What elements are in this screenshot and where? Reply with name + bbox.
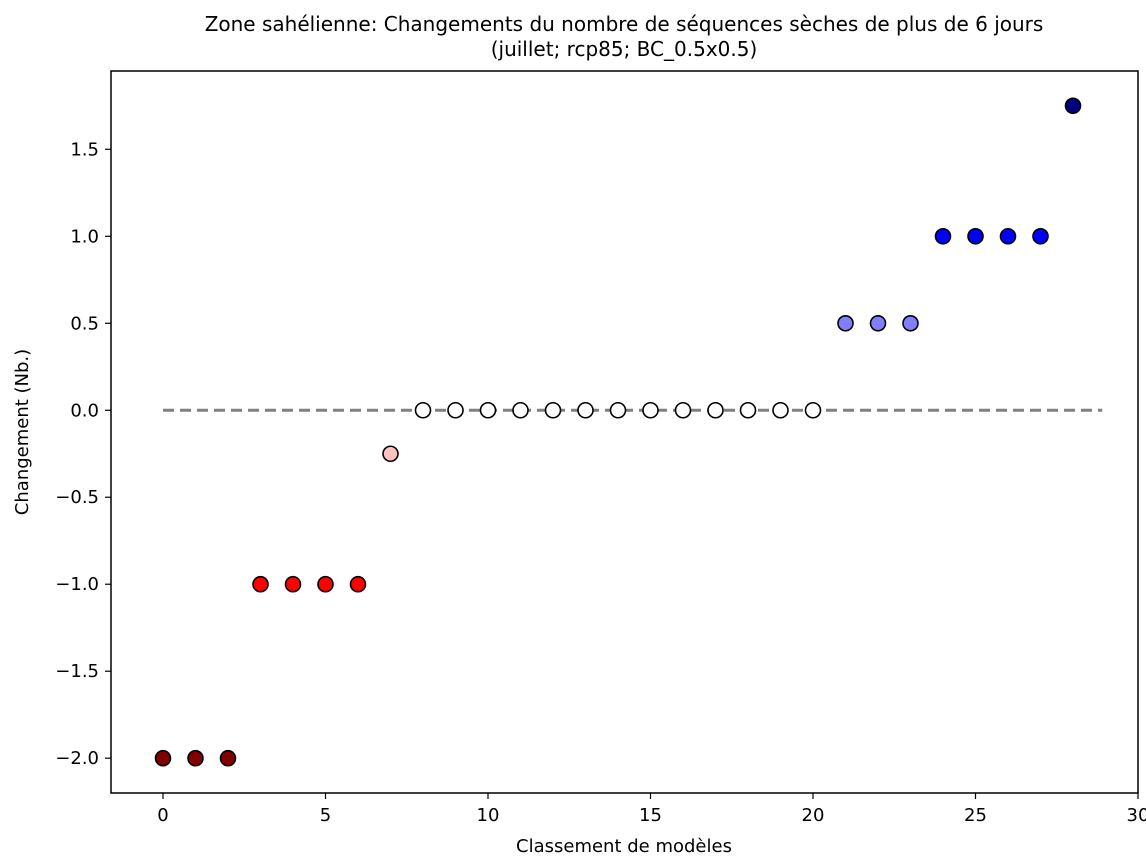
- data-point-18: [739, 401, 757, 419]
- data-point-26: [999, 227, 1017, 245]
- data-point-22: [869, 314, 887, 332]
- y-tick-label: 1.5: [70, 139, 99, 160]
- data-point-27: [1032, 227, 1049, 245]
- y-tick-label: 1.0: [70, 226, 99, 247]
- data-point-24: [934, 227, 952, 245]
- data-point-10: [479, 401, 497, 419]
- data-point-6: [349, 575, 367, 593]
- chart-title: Zone sahélienne: Changements du nombre d…: [205, 12, 1044, 36]
- data-point-2: [219, 749, 237, 767]
- y-tick-label: −1.0: [55, 574, 99, 595]
- axes-frame: [110, 70, 1139, 794]
- data-point-19: [772, 401, 789, 419]
- x-tick-label: 20: [802, 805, 825, 826]
- x-tick-label: 30: [1127, 805, 1146, 826]
- data-point-3: [252, 575, 269, 593]
- data-point-20: [804, 401, 822, 419]
- data-point-25: [967, 227, 984, 245]
- x-tick-label: 10: [477, 805, 500, 826]
- y-axis: −2.0 −1.5 −1.0 −0.5 0.0 0.5 1.0 1.5: [55, 139, 111, 769]
- x-tick-label: 5: [320, 805, 331, 826]
- data-point-23: [902, 314, 919, 332]
- y-axis-label: Changement (Nb.): [12, 349, 33, 515]
- data-point-9: [447, 401, 464, 419]
- x-tick-label: 0: [157, 805, 168, 826]
- data-point-13: [577, 401, 594, 419]
- y-tick-label: −0.5: [55, 487, 99, 508]
- data-point-14: [609, 401, 627, 419]
- data-point-5: [317, 575, 334, 593]
- data-point-8: [414, 401, 432, 419]
- y-tick-label: −1.5: [55, 661, 99, 682]
- data-point-15: [642, 401, 659, 419]
- x-axis: 0 5 10 15 20 25 30: [157, 793, 1146, 826]
- data-point-7: [382, 445, 399, 463]
- y-tick-label: 0.0: [70, 400, 99, 421]
- data-point-16: [674, 401, 692, 419]
- x-axis-label: Classement de modèles: [516, 836, 732, 857]
- x-tick-label: 25: [964, 805, 987, 826]
- data-point-17: [707, 401, 724, 419]
- data-point-4: [284, 575, 302, 593]
- data-point-1: [187, 749, 204, 767]
- data-point-21: [837, 314, 854, 332]
- x-tick-label: 15: [639, 805, 662, 826]
- data-point-0: [154, 749, 172, 767]
- y-tick-label: −2.0: [55, 748, 99, 769]
- data-point-28: [1064, 97, 1082, 115]
- chart-subtitle: (juillet; rcp85; BC_0.5x0.5): [491, 37, 758, 61]
- data-point-12: [544, 401, 562, 419]
- data-point-11: [512, 401, 529, 419]
- y-tick-label: 0.5: [70, 313, 99, 334]
- plot-area: [154, 97, 1103, 767]
